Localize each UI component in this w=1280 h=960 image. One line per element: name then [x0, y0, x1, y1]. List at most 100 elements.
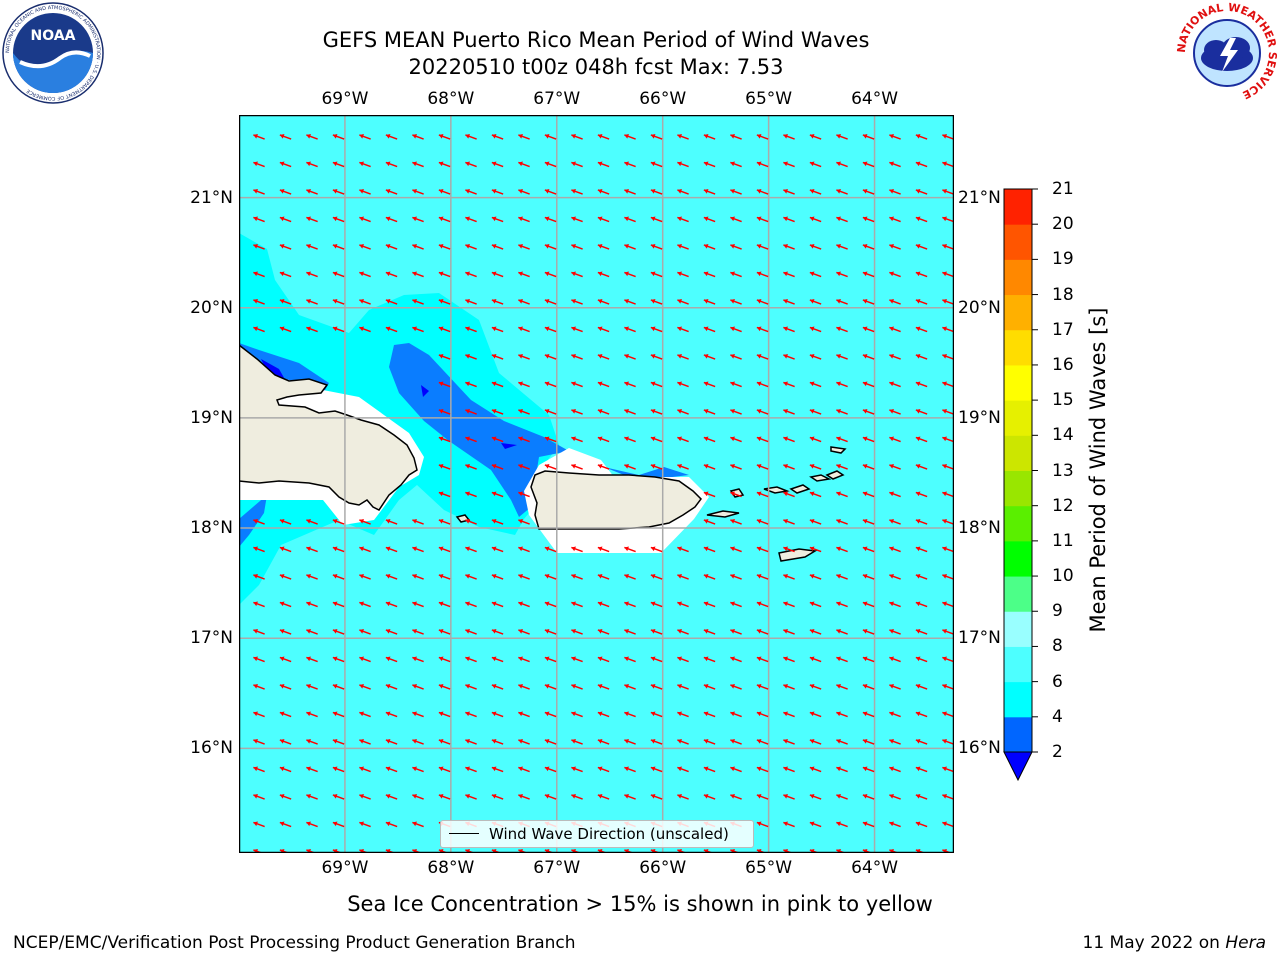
- wind-wave-arrow: [465, 738, 477, 745]
- wind-wave-arrow: [359, 518, 371, 525]
- wind-wave-arrow: [412, 766, 424, 773]
- wind-wave-arrow: [544, 188, 557, 195]
- wind-wave-arrow: [597, 243, 610, 250]
- wind-wave-arrow: [730, 656, 742, 663]
- wind-wave-arrow: [862, 353, 875, 360]
- wind-wave-arrow: [412, 188, 424, 195]
- wind-wave-arrow: [730, 133, 742, 140]
- wind-wave-arrow: [730, 381, 742, 388]
- wind-wave-arrow: [942, 518, 954, 525]
- hispaniola-landmass: [238, 343, 418, 511]
- wind-wave-arrow: [385, 821, 398, 828]
- wind-wave-arrow: [915, 381, 928, 388]
- wind-wave-arrow: [491, 793, 504, 800]
- wind-wave-arrow: [756, 738, 769, 745]
- lon-tick-label-bottom: 67°W: [533, 858, 581, 878]
- wind-wave-arrow: [332, 518, 345, 525]
- wind-wave-arrow: [624, 546, 636, 553]
- wind-wave-arrow: [942, 463, 954, 470]
- wind-wave-arrow: [253, 216, 265, 223]
- wind-wave-arrow: [942, 821, 954, 828]
- wind-wave-arrow: [703, 188, 716, 195]
- wind-wave-arrow: [889, 601, 901, 608]
- wind-wave-arrow: [650, 711, 663, 718]
- wind-wave-arrow: [385, 518, 398, 525]
- wind-wave-arrow: [862, 766, 875, 773]
- wind-wave-arrow: [253, 546, 265, 553]
- wind-wave-arrow: [677, 738, 689, 745]
- wind-wave-arrow: [650, 628, 663, 635]
- wind-wave-arrow: [306, 656, 318, 663]
- wind-wave-arrow: [518, 298, 530, 305]
- wind-wave-arrow: [332, 161, 345, 168]
- wind-wave-arrow: [809, 738, 822, 745]
- wind-wave-arrow: [385, 271, 398, 278]
- wind-wave-arrow: [438, 408, 451, 415]
- wind-wave-arrow: [624, 463, 636, 470]
- wind-wave-arrow: [942, 711, 954, 718]
- wind-wave-arrow: [491, 683, 504, 690]
- wind-wave-arrow: [306, 271, 318, 278]
- wind-wave-arrow: [465, 793, 477, 800]
- wind-wave-arrow: [465, 518, 477, 525]
- wind-wave-arrow: [412, 518, 424, 525]
- wind-wave-arrow: [465, 436, 477, 443]
- wind-wave-arrow: [836, 821, 848, 828]
- wind-wave-arrow: [677, 601, 689, 608]
- wind-wave-arrow: [279, 628, 292, 635]
- wind-wave-arrow: [544, 738, 557, 745]
- wind-wave-arrow: [597, 271, 610, 278]
- wind-wave-arrow: [915, 601, 928, 608]
- wind-wave-arrow: [438, 381, 451, 388]
- colorbar-segment: [1004, 540, 1032, 577]
- wind-wave-arrow: [942, 793, 954, 800]
- wind-wave-arrow: [889, 271, 901, 278]
- wind-wave-arrow: [544, 408, 557, 415]
- wind-wave-arrow: [518, 463, 530, 470]
- wind-wave-arrow: [412, 326, 424, 333]
- wind-wave-arrow: [491, 243, 504, 250]
- wind-wave-arrow: [279, 518, 292, 525]
- wind-wave-arrow: [809, 518, 822, 525]
- colorbar-tick-label: 4: [1052, 706, 1063, 727]
- wind-wave-arrow: [756, 353, 769, 360]
- lat-tick-label-right: 20°N: [958, 297, 1001, 318]
- wind-wave-arrow: [836, 133, 848, 140]
- wind-wave-arrow: [624, 243, 636, 250]
- wind-wave-arrow: [518, 353, 530, 360]
- wind-wave-arrow: [306, 188, 318, 195]
- wind-wave-arrow: [491, 326, 504, 333]
- wind-wave-arrow: [862, 216, 875, 223]
- wind-wave-arrow: [862, 436, 875, 443]
- wind-wave-arrow: [809, 408, 822, 415]
- wind-wave-arrow: [624, 298, 636, 305]
- wind-wave-arrow: [650, 216, 663, 223]
- wind-wave-arrow: [518, 436, 530, 443]
- wind-wave-arrow: [809, 821, 822, 828]
- noaa-logo: NOAA NATIONAL OCEANIC AND ATMOSPHERIC AD…: [2, 2, 104, 104]
- wind-wave-arrow: [915, 491, 928, 498]
- wind-wave-arrow: [438, 573, 451, 580]
- wind-wave-arrow: [624, 711, 636, 718]
- wind-wave-arrow: [571, 188, 583, 195]
- wind-wave-arrow: [571, 766, 583, 773]
- wind-wave-arrow: [571, 711, 583, 718]
- wind-wave-arrow: [783, 463, 795, 470]
- wind-wave-arrow: [597, 793, 610, 800]
- wind-wave-arrow: [491, 381, 504, 388]
- colorbar-tick-label: 15: [1052, 390, 1074, 411]
- wind-wave-arrow: [703, 546, 716, 553]
- wind-wave-arrow: [942, 491, 954, 498]
- wind-wave-arrow: [359, 573, 371, 580]
- colorbar-segment: [1004, 611, 1032, 647]
- wind-wave-arrow: [438, 353, 451, 360]
- wind-wave-arrow: [624, 161, 636, 168]
- wind-wave-arrow: [412, 243, 424, 250]
- wind-wave-arrow: [809, 628, 822, 635]
- wind-wave-arrow: [624, 573, 636, 580]
- wind-wave-arrow: [597, 353, 610, 360]
- wind-wave-arrow: [518, 326, 530, 333]
- colorbar-tick-label: 2: [1052, 742, 1063, 762]
- wind-wave-arrow: [836, 518, 848, 525]
- colorbar-segment: [1004, 189, 1032, 225]
